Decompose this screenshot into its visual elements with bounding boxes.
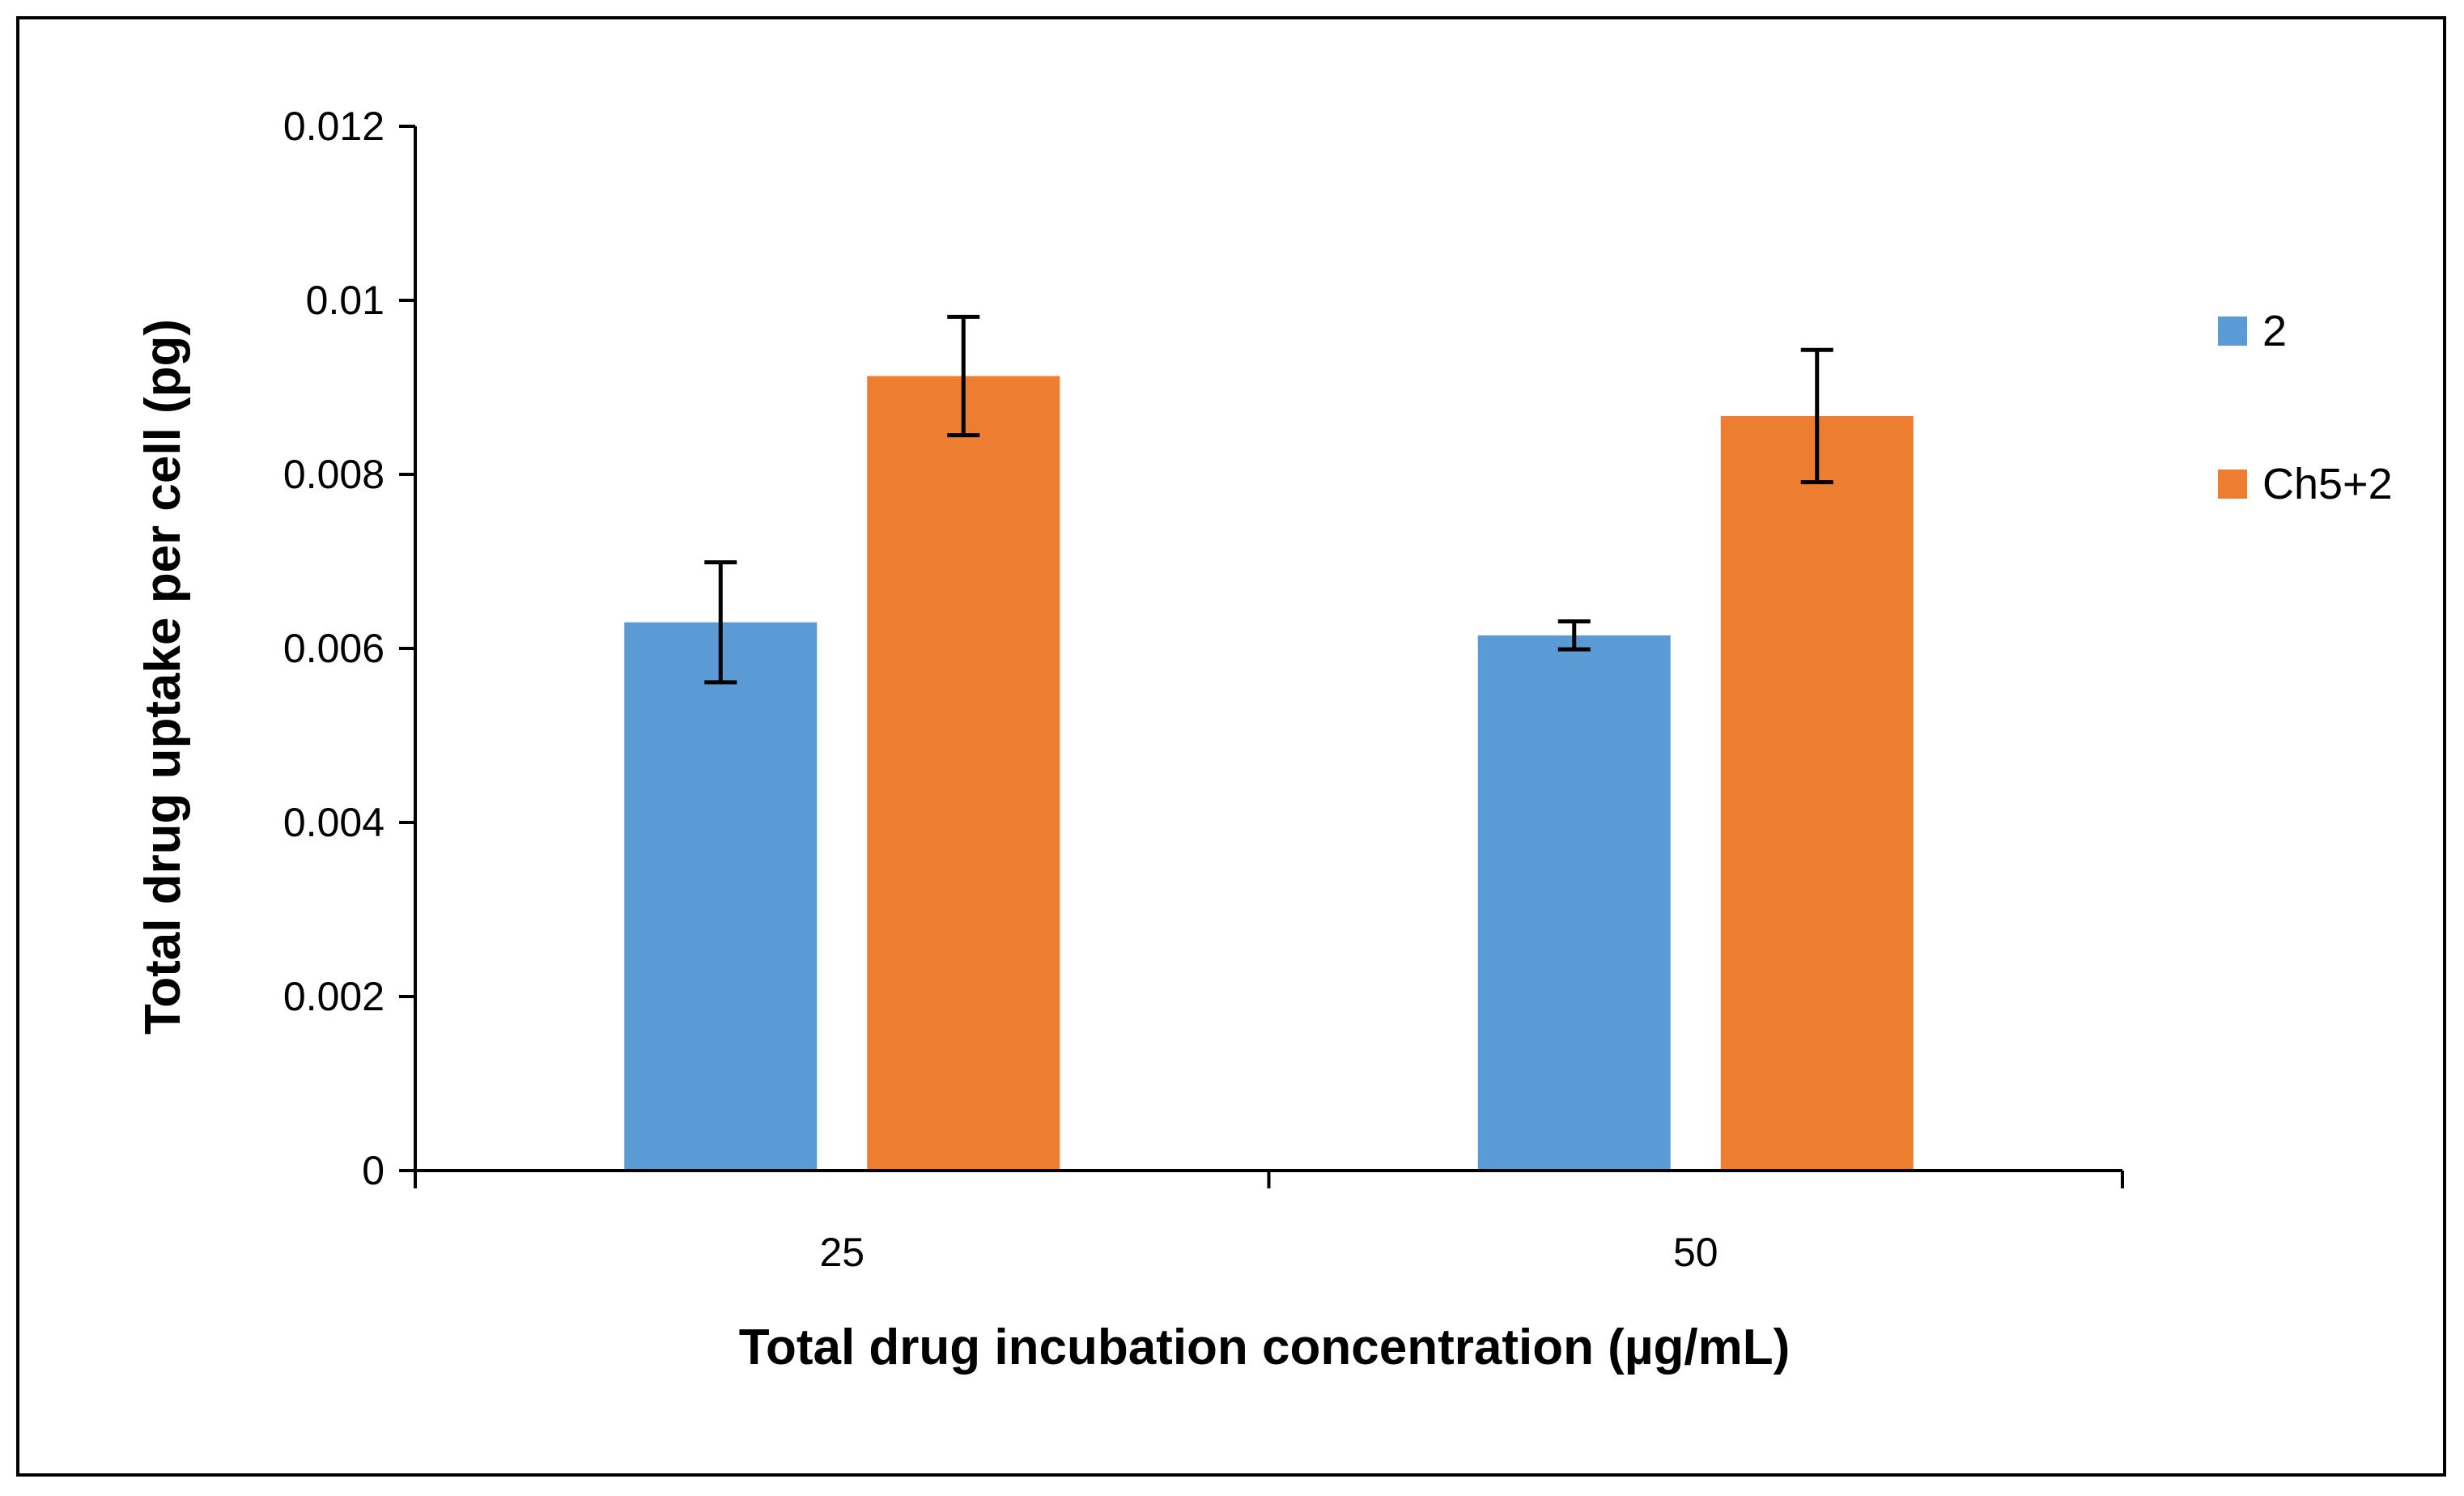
y-tick-label: 0.008 [283,452,384,497]
x-tick-label: 50 [1673,1230,1718,1275]
y-tick-label: 0.006 [283,626,384,671]
legend-label-ch5-2: Ch5+2 [2262,460,2393,508]
bars-layer [624,376,1914,1171]
y-tick-label: 0.004 [283,800,384,845]
legend-swatch-ch5-2 [2218,470,2247,499]
bar-2-25 [624,622,818,1171]
legend: 2 Ch5+2 [2218,307,2393,508]
x-ticks: 25 50 [414,1171,2124,1275]
bar-ch5-2-50 [1720,415,1914,1171]
y-ticks: 0 0.002 0.004 0.006 0.008 0.01 0.012 [283,104,415,1193]
y-tick-label: 0 [362,1148,384,1193]
bar-2-50 [1477,635,1671,1171]
bar-ch5-2-25 [867,376,1060,1171]
x-tick-label: 25 [819,1230,865,1275]
y-axis-title: Total drug uptake per cell (pg) [135,319,191,1035]
x-axis-title: Total drug incubation concentration (µg/… [739,1320,1791,1375]
legend-label-2: 2 [2262,307,2287,355]
chart-frame [16,16,2446,1477]
y-tick-label: 0.002 [283,974,384,1019]
error-bars-layer [704,314,1833,685]
y-tick-label: 0.01 [306,278,384,323]
legend-swatch-2 [2218,317,2247,346]
y-tick-label: 0.012 [283,104,384,149]
